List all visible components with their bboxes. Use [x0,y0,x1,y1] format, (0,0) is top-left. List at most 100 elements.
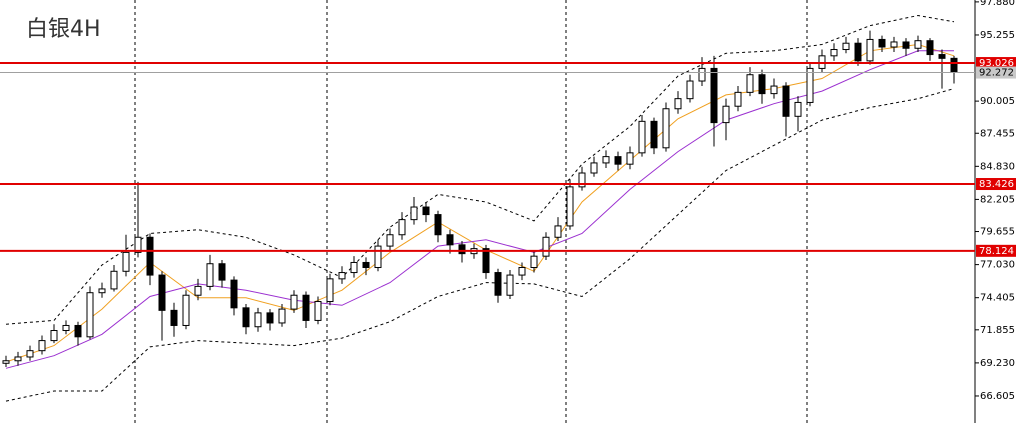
candle-body [602,156,610,164]
y-tick-label: 82.205 [980,194,1015,205]
candle-body [134,236,142,253]
session-separators [134,0,808,423]
candle-body [386,234,394,247]
level-label-box [976,57,1016,70]
candle-body [734,91,742,107]
candle-body [650,120,658,149]
candle-body [674,98,682,110]
level-label: 93.026 [979,58,1014,69]
candle-body [842,42,850,51]
y-tick-label: 90.005 [980,96,1015,107]
candle-body [410,206,418,221]
y-tick-label: 77.030 [980,260,1015,271]
candle-body [338,272,346,280]
candle-body [878,38,886,48]
candle-body [746,74,754,93]
candle-body [866,38,874,62]
y-tick-label: 74.405 [980,293,1015,304]
candle-body [302,294,310,321]
y-tick-label: 66.605 [980,391,1015,402]
candle-body [290,294,298,310]
candle-body [434,214,442,236]
candle-body [482,248,490,274]
candle-body [830,49,838,57]
candle-body [950,57,958,73]
candle-body [698,67,706,82]
candle-body [590,162,598,174]
candle-body [554,225,562,238]
candle-body [890,41,898,48]
candle-body [446,234,454,246]
candle-body [170,309,178,326]
candle-body [806,67,814,103]
candle-body [122,251,130,272]
level-label: 78.124 [979,246,1014,257]
candle-body [770,85,778,95]
candle-body [422,206,430,216]
candle-body [374,245,382,269]
candle-body [146,236,154,276]
candle-body [638,120,646,154]
band-line [5,88,955,402]
candle-body [98,288,106,294]
current-price-box [976,66,1016,79]
y-tick-label: 79.655 [980,227,1015,238]
candle-body [926,40,934,56]
candle-body [722,105,730,124]
ma-line [5,50,954,369]
candle-body [218,263,226,281]
candle-body [566,186,574,227]
candle-body [242,307,250,328]
candle-body [26,350,34,358]
candle-body [314,301,322,321]
candle-body [506,274,514,296]
candle-body [782,85,790,117]
candle-body [518,267,526,276]
candle-body [254,312,262,328]
level-label-box [976,178,1016,191]
candle-body [494,272,502,296]
candle-body [74,324,82,338]
candle-body [326,278,334,303]
candle-body [578,172,586,188]
y-tick-label: 71.855 [980,325,1015,336]
candle-body [350,261,358,274]
chart-title: 白银4H [26,17,101,42]
level-label-box [976,244,1016,257]
candle-body [542,236,550,257]
candle-body [614,156,622,165]
candle-body [2,360,10,364]
candle-body [206,263,214,287]
candle-body [758,74,766,95]
band-line [5,14,955,325]
candle-body [110,270,118,290]
candle-body [38,340,46,352]
candle-body [398,219,406,236]
candle-body [938,54,946,59]
candle-body [62,324,70,332]
level-label: 83.426 [979,179,1014,190]
current-price-label: 92.272 [979,68,1014,79]
candle-body [158,274,166,311]
y-tick-label: 84.830 [980,161,1015,172]
candle-body [278,308,286,324]
y-tick-label: 69.230 [980,358,1015,369]
candle-body [50,330,58,342]
candle-body [902,41,910,49]
candle-body [14,356,22,362]
candle-body [362,261,370,269]
candle-body [458,244,466,255]
candle-body [686,80,694,100]
y-tick-label: 97.880 [980,0,1015,8]
candle-body [794,101,802,117]
candle-body [530,255,538,269]
candle-body [914,40,922,49]
candle-body [230,279,238,309]
y-tick-label: 95.255 [980,30,1015,41]
candle-body [626,152,634,165]
candle-body [710,67,718,124]
candle-body [86,292,94,338]
candle-body [182,294,190,326]
candle-body [194,285,202,296]
candle-body [266,312,274,324]
